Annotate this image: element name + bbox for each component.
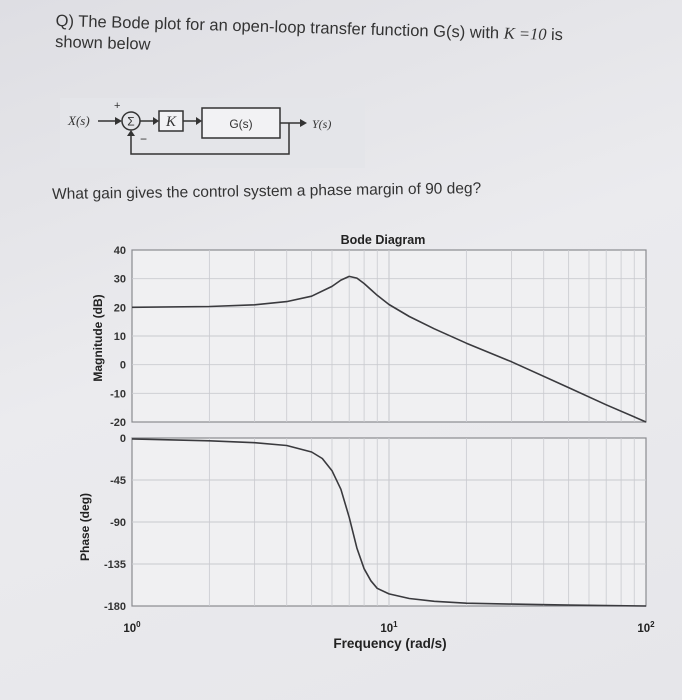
magnitude-y-tick-label: -10 — [110, 388, 126, 400]
plant-block — [201, 107, 281, 139]
magnitude-y-tick-label: 0 — [120, 360, 126, 372]
magnitude-y-label: Magnitude (dB) — [91, 294, 105, 381]
output-arrowhead — [300, 119, 307, 127]
minus-sign: − — [140, 132, 147, 146]
phase-y-tick-label: -90 — [110, 517, 126, 529]
gain-label: K — [165, 114, 177, 130]
block-diagram: X(s) + Σ − K G(s) Y(s) — [60, 98, 365, 168]
x-tick-label: 100 — [123, 620, 141, 635]
x-tick-label: 101 — [380, 620, 398, 635]
phase-curve — [131, 438, 647, 607]
plant-label: G(s) — [229, 117, 252, 131]
feedback-arrowhead — [127, 130, 135, 136]
gain-to-plant-arrowhead — [196, 117, 202, 125]
phase-y-tick-label: 0 — [120, 433, 126, 445]
magnitude-y-tick-label: 40 — [114, 245, 126, 257]
feedback-path — [130, 123, 290, 155]
magnitude-y-tick-label: 20 — [114, 302, 126, 314]
magnitude-y-tick-label: -20 — [110, 417, 126, 429]
x-tick-labels: 100 101 102 — [123, 620, 655, 635]
phase-axes: 0 -45 -90 -135 -180 — [104, 433, 647, 613]
chart-title: Bode Diagram — [341, 233, 426, 247]
magnitude-y-tick-label: 10 — [114, 331, 126, 343]
phase-y-tick-label: -135 — [104, 559, 126, 571]
input-label: X(s) — [67, 113, 90, 128]
phase-y-tick-label: -180 — [104, 601, 126, 613]
input-arrowhead — [115, 117, 122, 125]
phase-y-tick-label: -45 — [110, 475, 126, 487]
x-axis-label: Frequency (rad/s) — [333, 636, 446, 651]
sum-to-gain-arrowhead — [153, 117, 159, 125]
plus-sign: + — [114, 100, 120, 112]
summing-symbol: Σ — [127, 115, 134, 129]
magnitude-curve — [131, 275, 647, 423]
output-label: Y(s) — [312, 117, 331, 131]
magnitude-y-tick-label: 30 — [114, 274, 126, 286]
phase-y-label: Phase (deg) — [78, 493, 92, 561]
x-tick-label: 102 — [637, 620, 655, 635]
magnitude-axes: 40 30 20 10 0 -10 -20 — [110, 245, 647, 429]
